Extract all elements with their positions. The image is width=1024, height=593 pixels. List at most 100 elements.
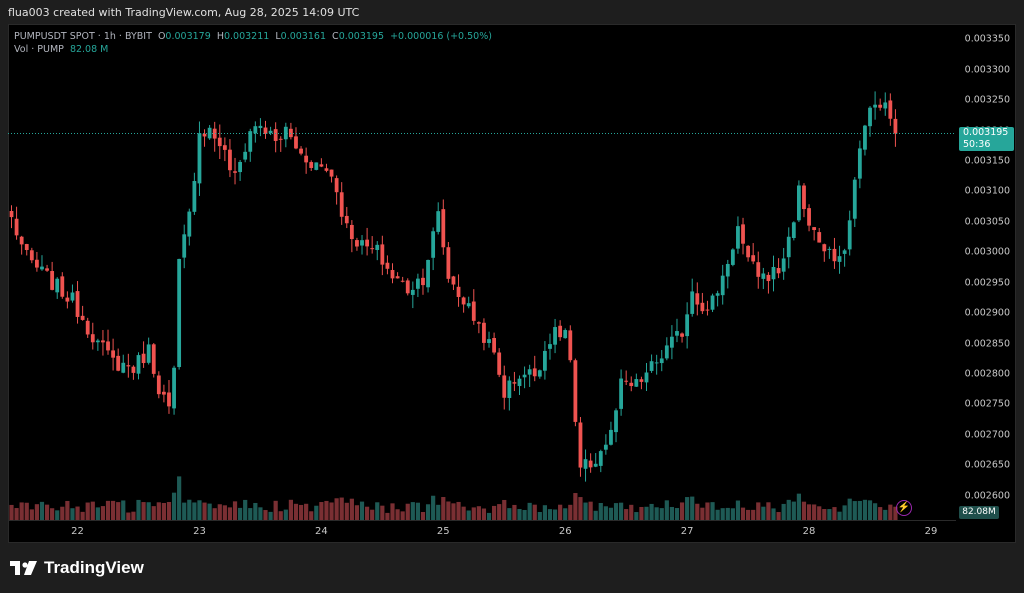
candle-body: [685, 314, 690, 337]
candle-body: [746, 245, 750, 258]
candle-body: [649, 361, 654, 371]
volume-bar: [136, 499, 141, 520]
volume-bar: [283, 509, 288, 520]
volume-bar: [359, 501, 365, 520]
volume-bar: [552, 509, 558, 520]
candle-body: [365, 239, 369, 247]
volume-bar: [685, 497, 690, 520]
volume-bar: [105, 500, 111, 520]
volume-bar: [537, 512, 542, 520]
candle-body: [842, 250, 847, 254]
candle-body: [883, 102, 888, 109]
candle-body: [309, 162, 314, 168]
volume-bar: [766, 502, 771, 520]
candle-body: [680, 333, 684, 337]
price-tick-label: 0.003250: [964, 94, 1010, 106]
candle-body: [101, 340, 105, 343]
volume-bar: [385, 512, 390, 520]
candles: [9, 91, 898, 482]
volume-bar: [263, 510, 268, 520]
volume-bar: [156, 502, 161, 520]
candle-body: [121, 362, 126, 373]
candle-body: [248, 131, 253, 152]
volume-bar: [70, 508, 75, 520]
volume-bar: [862, 499, 868, 520]
volume-bar: [354, 505, 360, 520]
volume-bar: [547, 509, 553, 520]
volume-bar: [893, 506, 898, 520]
volume-bar: [60, 506, 65, 520]
chart-area[interactable]: [8, 24, 956, 520]
chart-frame: [8, 24, 1016, 543]
candle-body: [664, 345, 669, 359]
candle-body: [65, 297, 70, 302]
candle-body: [339, 192, 344, 217]
candle-body: [634, 379, 639, 387]
legend-high-value: 0.003211: [223, 31, 270, 42]
candle-body: [45, 268, 49, 271]
legend-low-value: 0.003161: [280, 31, 326, 42]
candle-body: [710, 295, 715, 310]
volume-bar: [558, 504, 563, 520]
candle-body: [90, 334, 95, 343]
volume-bar: [669, 506, 674, 520]
volume-bar: [339, 497, 344, 520]
volume-bar: [740, 507, 746, 520]
volume-bar: [222, 505, 227, 520]
volume-bar: [182, 502, 187, 520]
candle-body: [817, 232, 822, 243]
candle-body: [126, 365, 131, 367]
volume-bar: [334, 498, 339, 520]
volume-bar: [751, 509, 756, 520]
volume-bar: [400, 511, 405, 520]
candlestick-chart[interactable]: [8, 24, 956, 520]
attribution-text: flua003 created with TradingView.com, Au…: [8, 6, 360, 19]
volume-bar: [471, 507, 476, 520]
candle-body: [629, 382, 634, 387]
candle-body: [405, 280, 410, 294]
volume-bar: [75, 506, 80, 520]
price-axis[interactable]: 0.0033500.0033000.0032500.0032000.003150…: [957, 24, 1016, 520]
price-tick-label: 0.002700: [964, 429, 1010, 441]
volume-bar: [80, 511, 85, 520]
candle-body: [822, 244, 827, 252]
volume-bar: [121, 500, 126, 520]
volume-bar: [141, 502, 146, 520]
last-price-value: 0.003195: [963, 126, 1009, 138]
volume-bar: [497, 504, 502, 520]
candle-body: [141, 353, 146, 364]
candle-body: [583, 459, 588, 469]
volume-bar: [431, 495, 436, 520]
candle-body: [55, 278, 60, 293]
volume-bar: [55, 510, 60, 520]
time-tick-label: 26: [558, 526, 572, 537]
candle-body: [146, 344, 151, 363]
volume-bar: [720, 508, 725, 520]
tradingview-logo-icon: [10, 561, 37, 575]
volume-bar: [837, 511, 842, 520]
candle-body: [568, 330, 573, 361]
candle-body: [527, 369, 532, 375]
lightning-icon[interactable]: ⚡: [896, 500, 912, 516]
volume-bar: [598, 502, 603, 520]
legend-symbol: PUMPUSDT SPOT · 1h · BYBIT: [14, 31, 152, 42]
volume-bar: [24, 502, 29, 520]
volume-bar: [111, 500, 116, 520]
volume-bar: [735, 500, 741, 520]
candle-body: [40, 266, 44, 270]
candle-body: [827, 248, 832, 250]
candle-body: [314, 162, 319, 170]
candle-body: [776, 268, 781, 274]
volume-bar: [410, 502, 415, 520]
volume-bar: [441, 497, 446, 520]
volume-bar: [695, 503, 700, 520]
candle-body: [878, 104, 883, 108]
candle-body: [106, 341, 110, 351]
candle-body: [588, 460, 593, 468]
volume-bar: [476, 506, 481, 520]
candle-body: [543, 350, 547, 371]
volume-badge: 82.08M: [959, 506, 999, 519]
price-tick-label: 0.002850: [964, 338, 1010, 349]
time-axis[interactable]: 22 23 24 25 26 27 28 29: [8, 520, 956, 543]
volume-bar: [171, 492, 177, 520]
